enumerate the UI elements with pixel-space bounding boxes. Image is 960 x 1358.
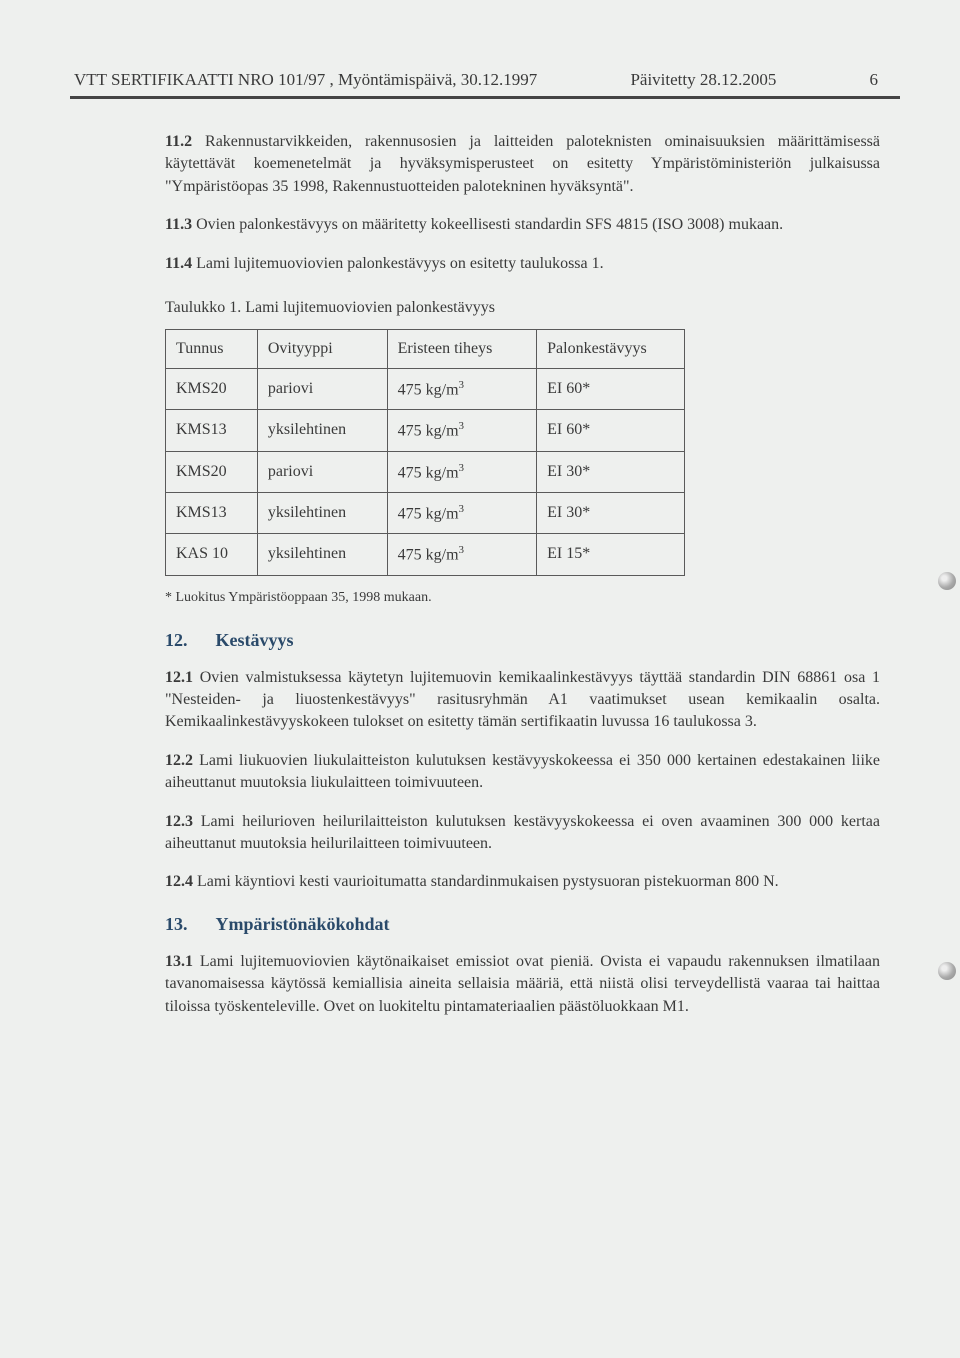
superscript: 3 xyxy=(459,544,465,556)
superscript: 3 xyxy=(459,462,465,474)
cell: EI 15* xyxy=(537,534,685,575)
cell-value: 475 kg/m xyxy=(398,547,459,564)
page-number: 6 xyxy=(869,70,896,90)
section-title: Ympäristönäkökohdat xyxy=(216,914,390,934)
para-12-1: 12.1 Ovien valmistuksessa käytetyn lujit… xyxy=(165,667,880,734)
para-text: Lami lujitemuoviovien palonkestävyys on … xyxy=(192,255,604,272)
para-lead: 11.4 xyxy=(165,255,192,272)
cell-value: 475 kg/m xyxy=(398,464,459,481)
cell: EI 60* xyxy=(537,368,685,409)
section-13-heading: 13. Ympäristönäkökohdat xyxy=(165,914,880,935)
superscript: 3 xyxy=(459,503,465,515)
section-12-heading: 12. Kestävyys xyxy=(165,630,880,651)
cell: pariovi xyxy=(257,368,387,409)
para-text: Ovien palonkestävyys on määritetty kokee… xyxy=(192,216,783,233)
para-lead: 12.2 xyxy=(165,752,193,769)
para-11-3: 11.3 Ovien palonkestävyys on määritetty … xyxy=(165,214,880,236)
cell: 475 kg/m3 xyxy=(387,492,537,533)
cell: KMS20 xyxy=(166,368,258,409)
section-title: Kestävyys xyxy=(216,630,294,650)
para-text: Lami heilurioven heilurilaitteiston kulu… xyxy=(165,813,880,852)
para-lead: 13.1 xyxy=(165,953,193,970)
para-13-1: 13.1 Lami lujitemuoviovien käytönaikaise… xyxy=(165,951,880,1018)
cell: EI 30* xyxy=(537,451,685,492)
page: VTT SERTIFIKAATTI NRO 101/97 , Myöntämis… xyxy=(0,0,960,1358)
para-11-4: 11.4 Lami lujitemuoviovien palonkestävyy… xyxy=(165,253,880,275)
header-left: VTT SERTIFIKAATTI NRO 101/97 , Myöntämis… xyxy=(74,70,537,90)
col-header: Ovityyppi xyxy=(257,329,387,368)
cell: KAS 10 xyxy=(166,534,258,575)
cell: yksilehtinen xyxy=(257,492,387,533)
cell: KMS13 xyxy=(166,410,258,451)
fire-resistance-table: Tunnus Ovityyppi Eristeen tiheys Palonke… xyxy=(165,329,685,576)
table-row: KMS20 pariovi 475 kg/m3 EI 30* xyxy=(166,451,685,492)
para-lead: 12.4 xyxy=(165,873,193,890)
para-text: Rakennustarvikkeiden, rakennusosien ja l… xyxy=(165,133,880,195)
col-header: Palonkestävyys xyxy=(537,329,685,368)
para-lead: 12.3 xyxy=(165,813,193,830)
cell: pariovi xyxy=(257,451,387,492)
cell-value: 475 kg/m xyxy=(398,381,459,398)
cell-value: 475 kg/m xyxy=(398,423,459,440)
para-text: Lami liukuovien liukulaitteiston kulutuk… xyxy=(165,752,880,791)
table-row: KMS13 yksilehtinen 475 kg/m3 EI 30* xyxy=(166,492,685,533)
binding-hole-icon xyxy=(938,572,956,590)
table-header-row: Tunnus Ovityyppi Eristeen tiheys Palonke… xyxy=(166,329,685,368)
para-lead: 11.3 xyxy=(165,216,192,233)
cell: 475 kg/m3 xyxy=(387,410,537,451)
table-row: KMS13 yksilehtinen 475 kg/m3 EI 60* xyxy=(166,410,685,451)
para-12-4: 12.4 Lami käyntiovi kesti vaurioitumatta… xyxy=(165,871,880,893)
para-11-2: 11.2 Rakennustarvikkeiden, rakennusosien… xyxy=(165,131,880,198)
cell: KMS20 xyxy=(166,451,258,492)
superscript: 3 xyxy=(459,420,465,432)
binding-hole-icon xyxy=(938,962,956,980)
para-text: Ovien valmistuksessa käytetyn lujitemuov… xyxy=(165,669,880,731)
para-lead: 12.1 xyxy=(165,669,193,686)
header-center: Päivitetty 28.12.2005 xyxy=(630,70,776,90)
header-divider xyxy=(70,96,900,99)
table-row: KAS 10 yksilehtinen 475 kg/m3 EI 15* xyxy=(166,534,685,575)
cell: 475 kg/m3 xyxy=(387,534,537,575)
para-text: Lami lujitemuoviovien käytönaikaiset emi… xyxy=(165,953,880,1015)
cell: 475 kg/m3 xyxy=(387,451,537,492)
superscript: 3 xyxy=(459,379,465,391)
table-row: KMS20 pariovi 475 kg/m3 EI 60* xyxy=(166,368,685,409)
cell: EI 60* xyxy=(537,410,685,451)
cell: KMS13 xyxy=(166,492,258,533)
para-12-3: 12.3 Lami heilurioven heilurilaitteiston… xyxy=(165,811,880,856)
cell: yksilehtinen xyxy=(257,534,387,575)
table-caption: Taulukko 1. Lami lujitemuoviovien palonk… xyxy=(165,299,880,317)
cell: 475 kg/m3 xyxy=(387,368,537,409)
col-header: Tunnus xyxy=(166,329,258,368)
cell: EI 30* xyxy=(537,492,685,533)
cell-value: 475 kg/m xyxy=(398,505,459,522)
table-footnote: * Luokitus Ympäristöoppaan 35, 1998 muka… xyxy=(165,590,880,606)
content-area: 11.2 Rakennustarvikkeiden, rakennusosien… xyxy=(70,131,900,1018)
page-header: VTT SERTIFIKAATTI NRO 101/97 , Myöntämis… xyxy=(70,70,900,90)
section-num: 12. xyxy=(165,630,188,650)
para-text: Lami käyntiovi kesti vaurioitumatta stan… xyxy=(193,873,779,890)
cell: yksilehtinen xyxy=(257,410,387,451)
section-num: 13. xyxy=(165,914,188,934)
para-lead: 11.2 xyxy=(165,133,192,150)
para-12-2: 12.2 Lami liukuovien liukulaitteiston ku… xyxy=(165,750,880,795)
col-header: Eristeen tiheys xyxy=(387,329,537,368)
